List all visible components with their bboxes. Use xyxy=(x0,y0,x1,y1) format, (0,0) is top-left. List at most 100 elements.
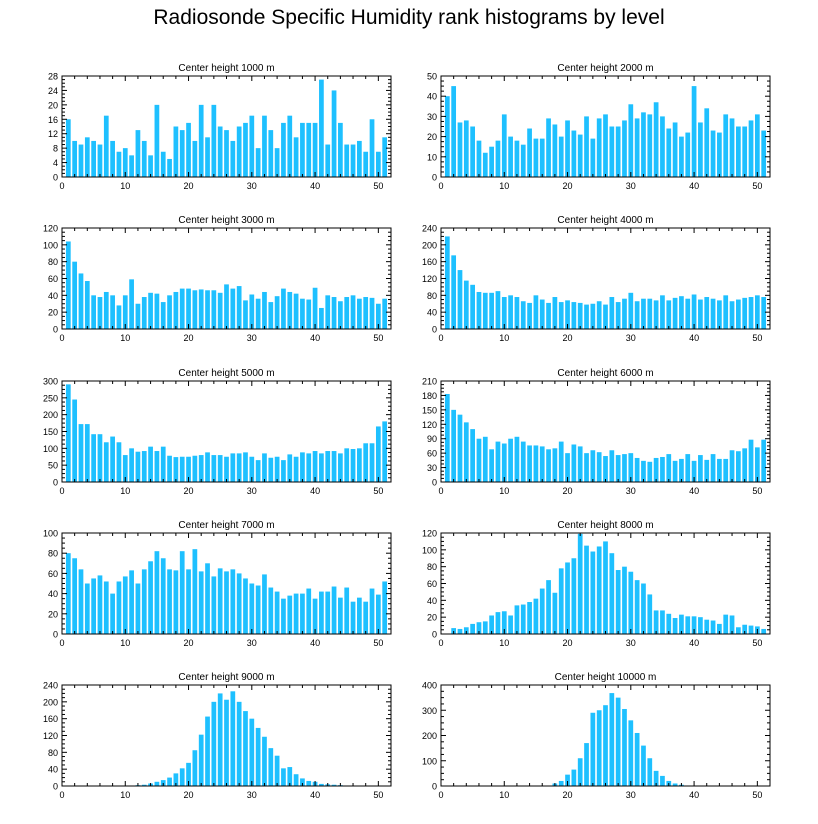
histogram-bar xyxy=(179,288,185,329)
histogram-bar xyxy=(65,241,71,329)
histogram-bar xyxy=(584,304,589,329)
x-tick-label: 50 xyxy=(373,486,383,496)
panel-title: Center height 7000 m xyxy=(178,520,274,531)
histogram-bar xyxy=(249,456,255,482)
x-tick-label: 40 xyxy=(310,638,320,648)
histogram-bar xyxy=(501,443,507,482)
histogram-bar xyxy=(110,140,115,177)
histogram-bar xyxy=(584,545,589,635)
y-tick-label: 0 xyxy=(432,782,437,792)
histogram-bar xyxy=(135,303,141,329)
histogram-bar xyxy=(533,295,539,329)
histogram-bar xyxy=(482,436,488,482)
histogram-bar xyxy=(552,448,558,482)
histogram-bar xyxy=(584,116,589,177)
x-tick-label: 0 xyxy=(59,790,64,800)
x-tick-label: 30 xyxy=(247,181,257,191)
histogram-bar xyxy=(685,132,691,177)
x-tick-label: 50 xyxy=(373,638,383,648)
histogram-bar xyxy=(186,569,191,634)
histogram-bar xyxy=(357,298,362,329)
histogram-bar xyxy=(501,611,507,634)
histogram-bar xyxy=(141,784,147,786)
y-tick-label: 40 xyxy=(427,92,437,102)
x-tick-label: 50 xyxy=(373,333,383,343)
x-tick-label: 50 xyxy=(373,790,383,800)
figure-title: Radiosonde Specific Humidity rank histog… xyxy=(153,6,665,29)
histogram-bar xyxy=(470,284,475,329)
histogram-bar xyxy=(198,571,204,634)
histogram-bar xyxy=(243,122,248,177)
histogram-bar xyxy=(357,140,362,177)
histogram-bar xyxy=(736,627,741,634)
x-tick-label: 0 xyxy=(59,333,64,343)
histogram-bar xyxy=(300,778,305,786)
histogram-bar xyxy=(186,762,191,786)
y-tick-label: 80 xyxy=(48,549,58,559)
histogram-bar xyxy=(609,126,615,177)
histogram-bar xyxy=(596,118,602,177)
y-tick-label: 0 xyxy=(53,630,58,640)
y-tick-label: 0 xyxy=(53,478,58,488)
histogram-bar xyxy=(167,455,172,482)
histogram-bar xyxy=(375,151,381,177)
histogram-bar xyxy=(514,605,520,634)
histogram-bar xyxy=(84,583,90,634)
histogram-bar xyxy=(103,115,109,177)
histogram-bar xyxy=(363,443,369,482)
y-tick-label: 210 xyxy=(422,377,437,387)
histogram-bar xyxy=(198,455,204,482)
histogram-bar xyxy=(710,454,716,482)
histogram-bar xyxy=(653,457,659,482)
x-tick-label: 0 xyxy=(59,181,64,191)
histogram-bar xyxy=(660,116,665,177)
histogram-bar xyxy=(660,295,665,329)
histogram-bar xyxy=(293,137,299,177)
histogram-bar xyxy=(154,104,160,177)
histogram-bar xyxy=(723,295,729,329)
histogram-bar xyxy=(65,119,71,177)
histogram-bar xyxy=(268,130,274,177)
y-tick-label: 80 xyxy=(427,562,437,572)
histogram-bar xyxy=(748,625,754,634)
histogram-bar xyxy=(224,130,229,177)
histogram-bar xyxy=(723,614,729,634)
histogram-bar xyxy=(451,255,457,329)
histogram-bar xyxy=(236,573,242,634)
x-tick-label: 30 xyxy=(626,638,636,648)
y-tick-label: 8 xyxy=(53,144,58,154)
histogram-bar xyxy=(672,297,678,329)
x-tick-label: 20 xyxy=(563,181,573,191)
y-tick-label: 24 xyxy=(48,86,58,96)
histogram-bar xyxy=(205,290,210,329)
histogram-bar xyxy=(444,393,450,482)
histogram-bar xyxy=(653,770,659,786)
histogram-bar xyxy=(761,628,767,634)
histogram-bar xyxy=(331,90,337,177)
histogram-bar xyxy=(255,148,261,177)
histogram-bar xyxy=(558,302,564,329)
x-tick-label: 50 xyxy=(752,638,762,648)
histogram-bar xyxy=(160,558,166,634)
histogram-bar xyxy=(495,291,501,330)
histogram-bar xyxy=(281,768,286,786)
histogram-bar xyxy=(230,569,236,634)
histogram-bar xyxy=(736,126,741,177)
histogram-bar xyxy=(641,583,646,634)
histogram-bar xyxy=(325,295,331,329)
histogram-bar xyxy=(622,120,627,177)
histogram-bar xyxy=(501,297,507,329)
histogram-bar xyxy=(546,302,551,329)
histogram-bar xyxy=(72,140,78,177)
histogram-bar xyxy=(249,294,255,329)
histogram-bar xyxy=(287,767,293,786)
histogram-bar xyxy=(571,130,577,177)
y-tick-label: 160 xyxy=(422,257,437,267)
histogram-bar xyxy=(584,453,589,482)
x-tick-label: 20 xyxy=(184,333,194,343)
histogram-bar xyxy=(451,409,457,482)
y-tick-label: 20 xyxy=(48,100,58,110)
histogram-bar xyxy=(691,86,697,177)
histogram-bar xyxy=(444,236,450,329)
histogram-bar xyxy=(577,758,583,786)
